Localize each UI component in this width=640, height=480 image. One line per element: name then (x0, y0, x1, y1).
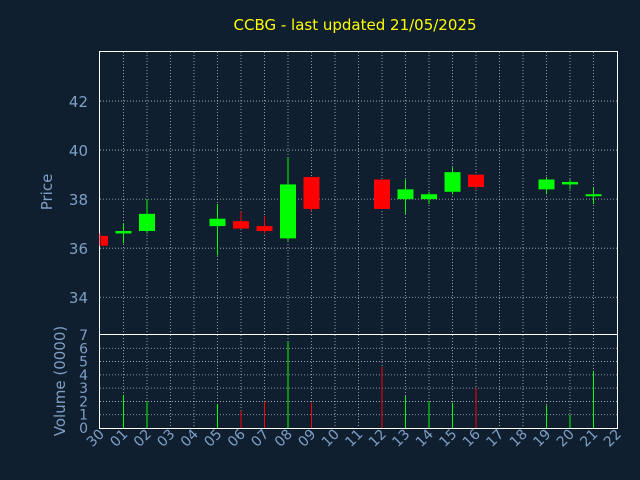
price-tick-label: 40 (69, 142, 88, 160)
volume-tick-label: 4 (79, 368, 88, 384)
candle-body (233, 221, 249, 229)
candle-body (280, 184, 296, 239)
candle-body (139, 213, 155, 232)
volume-tick-label: 7 (79, 328, 88, 344)
price-axis-ticks: 34 36 38 40 42 (69, 93, 88, 307)
candle-body (444, 172, 461, 192)
candle-body (374, 179, 390, 209)
volume-tick-label: 5 (79, 355, 88, 371)
candle-body (421, 194, 437, 200)
chart-title: CCBG - last updated 21/05/2025 (234, 16, 477, 34)
x-axis-label: Day (333, 459, 361, 475)
price-axis-label: Price (38, 174, 56, 211)
price-tick-label: 34 (69, 289, 88, 307)
candle-body (115, 231, 132, 234)
volume-tick-label: 6 (79, 341, 88, 357)
volume-bars (123, 341, 594, 428)
candle-body (209, 218, 226, 227)
candle-body (101, 235, 108, 246)
price-tick-label: 38 (69, 191, 88, 209)
price-tick-label: 42 (69, 93, 88, 111)
volume-axis-label: Volume (0000) (51, 326, 69, 436)
candle-body (397, 189, 414, 200)
volume-tick-label: 3 (79, 381, 88, 397)
candle-body (256, 226, 273, 232)
volume-panel-frame (99, 334, 618, 429)
candle-body (562, 181, 578, 185)
candle-body (468, 174, 484, 187)
price-tick-label: 36 (69, 240, 88, 258)
day-axis-ticks: 30 01 02 03 04 05 06 07 08 09 10 11 12 13 14 15 16 17 18 19… (84, 426, 625, 450)
candle-body (303, 177, 320, 209)
volume-tick-label: 0 (79, 421, 88, 437)
volume-tick-label: 1 (79, 408, 88, 424)
volume-gridlines (100, 335, 617, 428)
candle-body (538, 179, 555, 190)
volume-tick-label: 2 (79, 394, 88, 410)
candlesticks (99, 157, 602, 256)
candle-body (585, 194, 602, 197)
